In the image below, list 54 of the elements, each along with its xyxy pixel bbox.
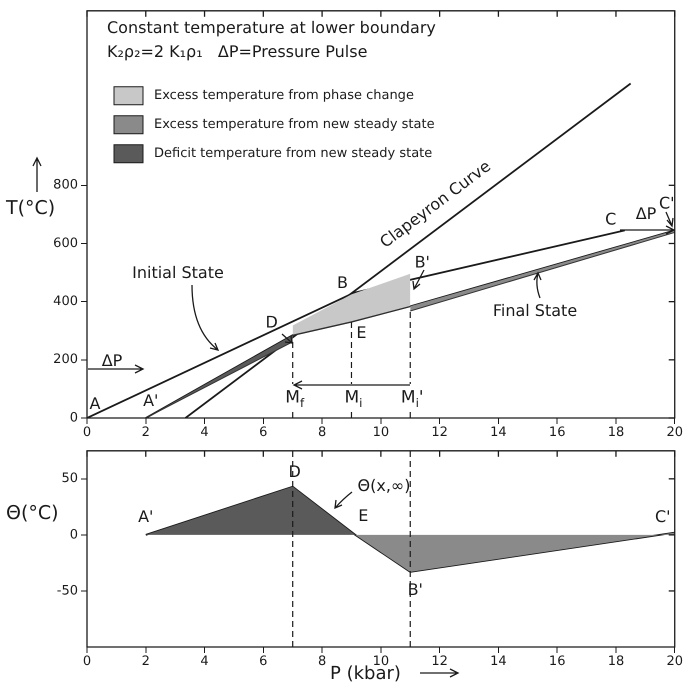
annotation: E: [358, 506, 368, 526]
x-tick-label: 20: [666, 654, 683, 670]
x-tick-label: 2: [142, 654, 150, 670]
annotation: D: [266, 312, 278, 332]
x-tick-label: 6: [259, 425, 268, 440]
annotation: A: [90, 394, 101, 414]
y-tick-label: 50: [61, 471, 78, 486]
x-tick-label: 18: [608, 654, 624, 670]
annotation: Θ(x,∞): [358, 476, 410, 496]
annotation: E: [356, 322, 367, 342]
y-tick-label: 600: [53, 236, 78, 251]
legend-label: Excess temperature from phase change: [154, 88, 414, 104]
annotation: Initial State: [132, 263, 224, 282]
annotation: B: [337, 273, 348, 292]
x-tick-label: 18: [608, 425, 624, 440]
x-tick-label: 14: [490, 425, 507, 440]
x-tick-label: 14: [490, 654, 507, 670]
x-tick-label: 8: [318, 654, 326, 670]
x-tick-label: 12: [431, 654, 448, 670]
x-tick-label: 10: [372, 425, 390, 440]
x-tick-label: 12: [431, 425, 448, 440]
annotation: ΔP: [102, 351, 123, 370]
y-axis-title: T(°C): [6, 197, 56, 219]
x-tick-label: 8: [318, 425, 326, 440]
y-tick-label: 0: [70, 527, 78, 542]
annotation: D: [288, 462, 301, 481]
text: Constant temperature at lower boundary: [107, 18, 436, 37]
x-tick-label: 16: [548, 654, 566, 670]
y-tick-label: 0: [70, 410, 78, 426]
legend-label: Excess temperature from new steady state: [154, 117, 435, 132]
x-tick-label: 0: [82, 425, 92, 440]
x-tick-label: 4: [200, 654, 209, 670]
x-tick-label: 20: [666, 425, 683, 440]
annotation: A': [138, 507, 154, 526]
x-tick-label: 16: [548, 425, 566, 440]
x-tick-label: 6: [259, 654, 268, 670]
x-tick-label: 0: [82, 654, 92, 670]
y-tick-label: 400: [53, 294, 78, 310]
annotation: C: [605, 210, 616, 229]
legend-label: Deficit temperature from new steady state: [154, 146, 432, 162]
y-tick-label: 200: [53, 352, 78, 368]
x-tick-label: 4: [200, 425, 209, 440]
annotation: C': [654, 506, 671, 526]
x-tick-label: 10: [372, 654, 390, 670]
y-axis-title: Θ(°C): [6, 502, 59, 524]
y-tick-label: 800: [53, 178, 78, 193]
x-tick-label: 2: [142, 425, 150, 440]
annotation: A': [143, 391, 158, 410]
annotation: B': [414, 252, 430, 272]
annotation: ΔP: [636, 204, 657, 224]
text: K₂ρ₂=2 K₁ρ₁ ΔP=Pressure Pulse: [107, 42, 368, 61]
annotation: Final State: [492, 301, 578, 320]
annotation: C': [658, 194, 675, 213]
y-tick-label: -50: [56, 583, 78, 598]
